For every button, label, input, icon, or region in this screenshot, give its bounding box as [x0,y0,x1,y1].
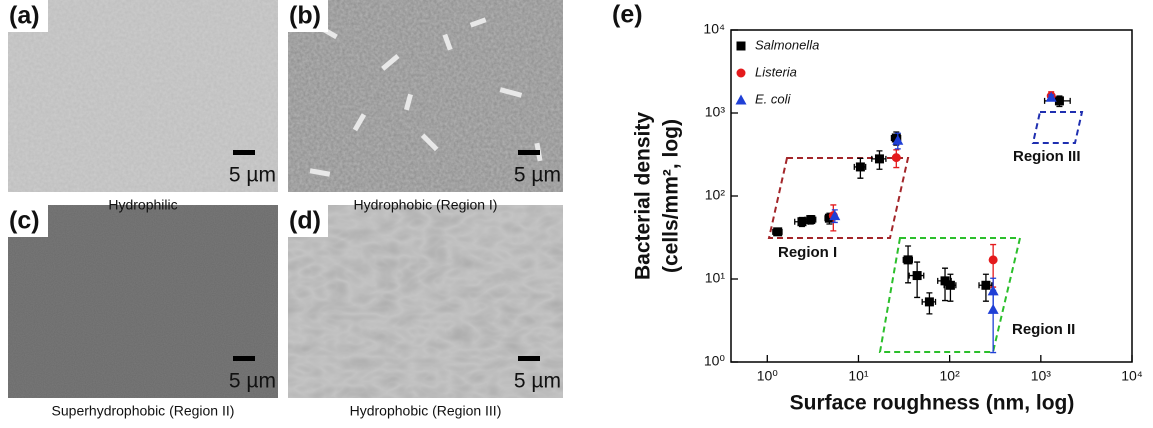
region-label: Region II [1012,321,1075,338]
marker-square [806,215,815,224]
y-tick-label: 10¹ [705,270,726,286]
marker-square [946,281,955,290]
marker-square [875,154,884,163]
y-axis-label: Bacterial density [632,112,655,280]
y-error-bar [990,290,996,352]
x-tick-label: 10⁴ [1121,368,1143,384]
x-tick-label: 10³ [1031,368,1052,384]
scale-bar [233,150,255,155]
region-label: Region I [778,244,837,261]
caption: Hydrophobic (Region I) [354,197,498,213]
panel-label: (e) [612,1,643,29]
x-tick-label: 10¹ [848,368,869,384]
marker-square [913,271,922,280]
scale-label: 5 µm [229,370,276,393]
legend-label: E. coli [755,91,792,106]
scale-label: 5 µm [514,164,561,187]
marker-circle [737,69,746,78]
scale-bar [518,356,540,361]
x-tick-label: 10² [940,368,961,384]
panel-label: (b) [289,2,321,30]
y-tick-label: 10² [705,187,726,203]
y-tick-label: 10³ [705,104,726,120]
scale-label: 5 µm [514,370,561,393]
marker-square [925,297,934,306]
plot-frame [731,30,1132,362]
scale-bar [233,356,255,361]
y-tick-label: 10⁰ [704,353,726,369]
marker-circle [989,255,998,264]
x-axis-label: Surface roughness (nm, log) [790,392,1075,415]
legend-label: Listeria [755,64,797,79]
marker-square [1055,96,1064,105]
marker-square [773,227,782,236]
marker-circle [892,153,901,162]
region-label: Region III [1013,148,1081,165]
y-tick-label: 10⁴ [703,21,725,37]
marker-square [856,162,865,171]
caption: Hydrophobic (Region III) [350,403,502,419]
panel-label: (a) [9,2,40,30]
scale-bar [518,150,540,155]
panel-label: (c) [9,207,40,235]
x-tick-label: 10⁰ [757,368,779,384]
y-axis-label: (cells/mm², log) [660,119,683,273]
caption: Superhydrophobic (Region II) [52,403,235,419]
scale-label: 5 µm [229,164,276,187]
marker-triangle [988,304,999,314]
figure: (e) Surface roughness (nm, log) Bacteria… [0,0,1153,423]
y-error-bar [905,246,911,283]
marker-square [737,42,746,51]
marker-square [904,255,913,264]
legend-label: Salmonella [755,37,819,52]
marker-triangle [736,95,747,105]
caption: Hydrophilic [108,197,177,213]
marker-square [981,281,990,290]
panel-label: (d) [289,207,321,235]
